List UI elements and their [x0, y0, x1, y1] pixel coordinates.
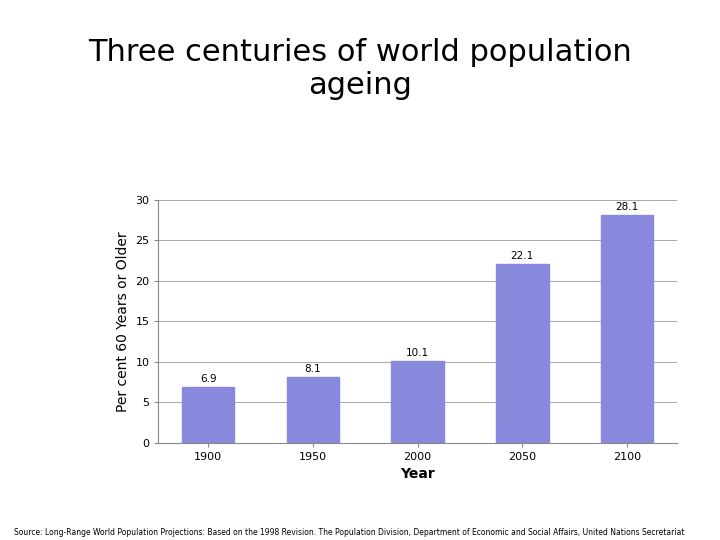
Bar [287, 377, 339, 443]
Bar [182, 387, 234, 443]
Text: Source: Long-Range World Population Projections: Based on the 1998 Revision. The: Source: Long-Range World Population Proj… [14, 528, 685, 537]
Text: 8.1: 8.1 [305, 364, 321, 374]
X-axis label: Year: Year [400, 468, 435, 481]
Y-axis label: Per cent 60 Years or Older: Per cent 60 Years or Older [116, 231, 130, 411]
Text: 10.1: 10.1 [406, 348, 429, 357]
Text: 28.1: 28.1 [616, 202, 639, 212]
Text: Three centuries of world population
ageing: Three centuries of world population agei… [88, 38, 632, 100]
Bar [392, 361, 444, 443]
Bar [601, 215, 653, 443]
Text: 22.1: 22.1 [510, 251, 534, 261]
Bar [496, 264, 549, 443]
Text: 6.9: 6.9 [200, 374, 217, 383]
